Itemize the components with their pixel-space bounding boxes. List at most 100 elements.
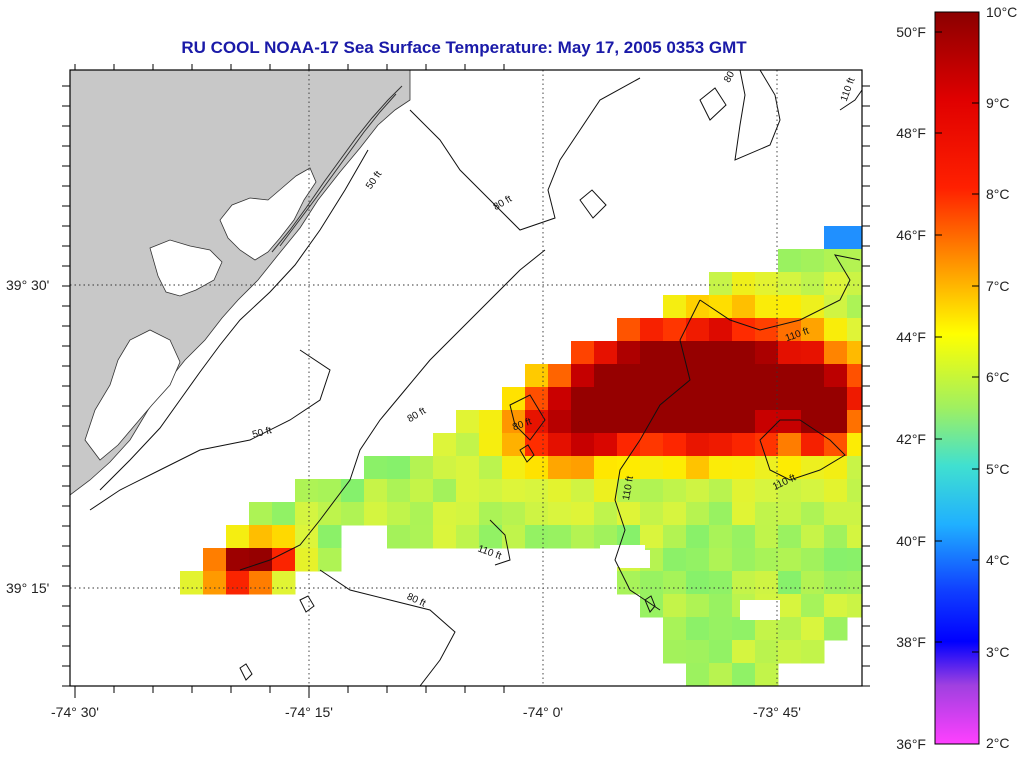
sst-gap <box>740 600 780 620</box>
sst-cell <box>847 571 862 595</box>
sst-cell <box>571 364 595 388</box>
sst-cell <box>571 341 595 365</box>
sst-cell <box>456 433 480 457</box>
sst-cell <box>732 479 756 503</box>
sst-cell <box>249 502 273 526</box>
sst-cell <box>525 364 549 388</box>
sst-cell <box>663 341 687 365</box>
sst-cell <box>571 456 595 480</box>
sst-gap <box>620 550 650 568</box>
sst-cell <box>548 479 572 503</box>
sst-cell <box>732 364 756 388</box>
sst-cell <box>824 594 848 618</box>
contour-80ft-south <box>319 569 456 686</box>
colorbar-celsius-labels: 10°C 9°C 8°C 7°C 6°C 5°C 4°C 3°C 2°C <box>986 4 1017 751</box>
cb-f-label: 36°F <box>896 736 926 752</box>
sst-cell <box>548 456 572 480</box>
sst-cell <box>824 272 848 296</box>
sst-cell <box>410 456 434 480</box>
sst-cell <box>594 502 618 526</box>
sst-cell <box>571 433 595 457</box>
sst-cell <box>847 410 862 434</box>
sst-cell <box>341 502 365 526</box>
sst-cell <box>709 571 733 595</box>
sst-cell <box>778 525 802 549</box>
contour-80ft-mid <box>239 249 546 571</box>
sst-cell <box>686 433 710 457</box>
sst-cell <box>709 272 733 296</box>
sst-cell <box>755 571 779 595</box>
sst-cell <box>456 410 480 434</box>
colorbar-fahrenheit-labels: 50°F 48°F 46°F 44°F 42°F 40°F 38°F 36°F <box>896 24 926 752</box>
sst-cell <box>709 433 733 457</box>
sst-cell <box>686 525 710 549</box>
sst-cell <box>479 456 503 480</box>
contour-110ft-main <box>699 254 861 331</box>
sst-cell <box>755 479 779 503</box>
sst-cell <box>479 433 503 457</box>
sst-cell <box>272 525 296 549</box>
sst-cell <box>847 433 862 457</box>
sst-cell <box>732 456 756 480</box>
sst-cell <box>295 548 319 572</box>
sst-cell <box>778 364 802 388</box>
sst-cell <box>295 502 319 526</box>
sst-cell <box>801 318 825 342</box>
sst-cell <box>824 525 848 549</box>
sst-cell <box>686 502 710 526</box>
sst-cell <box>617 571 641 595</box>
contour-80ft-north <box>409 77 641 231</box>
sst-cell <box>709 318 733 342</box>
sst-cell <box>617 433 641 457</box>
contour-110ft-loop <box>614 299 701 611</box>
sst-cell <box>732 318 756 342</box>
sst-cell <box>663 640 687 664</box>
sst-cell <box>801 525 825 549</box>
sst-cell <box>778 640 802 664</box>
sst-cell <box>617 318 641 342</box>
colorbar-ramp <box>934 11 980 745</box>
sst-cell <box>801 295 825 319</box>
sst-cell <box>663 479 687 503</box>
sst-cell <box>824 410 848 434</box>
sst-cell <box>847 548 862 572</box>
sst-cell <box>663 617 687 641</box>
sst-cell <box>617 410 641 434</box>
sst-cell <box>801 640 825 664</box>
sst-cell <box>249 571 273 595</box>
sst-cell <box>824 387 848 411</box>
cb-c-label: 7°C <box>986 278 1010 294</box>
sst-cell <box>433 479 457 503</box>
sst-cell <box>847 341 862 365</box>
sst-cell <box>732 617 756 641</box>
sst-cell <box>732 272 756 296</box>
sst-cell <box>525 433 549 457</box>
sst-cell <box>663 548 687 572</box>
sst-cell <box>387 456 411 480</box>
sst-cell <box>502 525 526 549</box>
sst-cell <box>709 548 733 572</box>
sst-cell <box>640 387 664 411</box>
sst-cell <box>410 525 434 549</box>
sst-cell <box>617 479 641 503</box>
cb-c-label: 10°C <box>986 4 1017 20</box>
sst-cell <box>801 410 825 434</box>
depth-contours <box>89 70 862 686</box>
sst-cell <box>709 663 733 686</box>
sst-cell <box>801 249 825 273</box>
sst-cell <box>548 525 572 549</box>
sst-cell <box>755 387 779 411</box>
contour-label: 110 ft <box>621 475 636 501</box>
sst-cell <box>456 479 480 503</box>
sst-cell <box>640 410 664 434</box>
longitude-labels: -74° 30' -74° 15' -74° 0' -73° 45' <box>51 704 801 720</box>
sst-cell <box>755 272 779 296</box>
sst-cell <box>755 456 779 480</box>
cb-c-label: 9°C <box>986 95 1010 111</box>
sst-cell <box>801 341 825 365</box>
sst-cell <box>686 640 710 664</box>
sst-cell <box>801 571 825 595</box>
sst-cell <box>824 295 848 319</box>
sst-cell <box>801 364 825 388</box>
sst-cell <box>663 410 687 434</box>
